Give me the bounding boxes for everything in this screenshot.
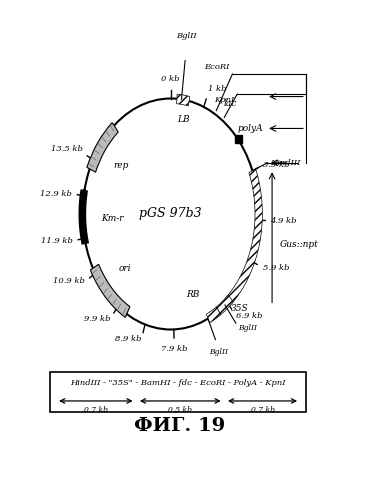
Text: 11.9 kb: 11.9 kb: [41, 237, 73, 245]
Text: LB: LB: [177, 114, 190, 124]
Text: KpnI: KpnI: [214, 96, 234, 104]
Text: 0.5 kb: 0.5 kb: [168, 406, 192, 414]
Text: 10.9 kb: 10.9 kb: [53, 278, 85, 285]
Text: Gus::npt: Gus::npt: [280, 240, 319, 248]
Text: HindIII - "35S" - BamHI - fdc - EcoRI - PolyA - KpnI: HindIII - "35S" - BamHI - fdc - EcoRI - …: [70, 379, 286, 387]
Text: rep: rep: [114, 161, 129, 170]
Text: lac: lac: [224, 99, 237, 108]
Bar: [235, 135, 242, 143]
Wedge shape: [90, 264, 130, 318]
Text: ФИГ. 19: ФИГ. 19: [134, 418, 225, 436]
Wedge shape: [177, 94, 190, 106]
Text: 1 kb: 1 kb: [208, 84, 227, 92]
Text: 7.9 kb: 7.9 kb: [161, 345, 188, 353]
Text: EcoRI: EcoRI: [204, 63, 230, 71]
Text: 13.5 kb: 13.5 kb: [51, 144, 83, 152]
Text: BglII: BglII: [209, 348, 228, 356]
Text: 3.9 kb: 3.9 kb: [263, 161, 290, 169]
Wedge shape: [87, 122, 118, 172]
Text: 35S: 35S: [230, 304, 248, 313]
Wedge shape: [207, 306, 221, 323]
Text: 12.9 kb: 12.9 kb: [40, 190, 72, 198]
Wedge shape: [217, 295, 233, 314]
Text: Km-r: Km-r: [101, 214, 123, 222]
Text: 6.9 kb: 6.9 kb: [236, 312, 262, 320]
Text: pGS 97b3: pGS 97b3: [139, 208, 202, 220]
Text: polyA: polyA: [238, 124, 263, 134]
Text: RB: RB: [186, 290, 200, 299]
Text: BglII: BglII: [238, 324, 258, 332]
Text: 0 kb: 0 kb: [161, 75, 180, 83]
Wedge shape: [225, 169, 262, 306]
FancyBboxPatch shape: [50, 372, 306, 412]
Text: 0.7 kb: 0.7 kb: [84, 406, 108, 414]
Text: 0.7 kb: 0.7 kb: [251, 406, 274, 414]
Text: HindIII: HindIII: [270, 159, 301, 167]
Text: 5.9 kb: 5.9 kb: [263, 264, 290, 272]
Text: BglII: BglII: [177, 32, 197, 40]
Text: 9.9 kb: 9.9 kb: [84, 314, 111, 322]
Text: ori: ori: [119, 264, 131, 272]
Text: 8.9 kb: 8.9 kb: [115, 335, 141, 343]
Text: 4.9 kb: 4.9 kb: [271, 217, 297, 225]
